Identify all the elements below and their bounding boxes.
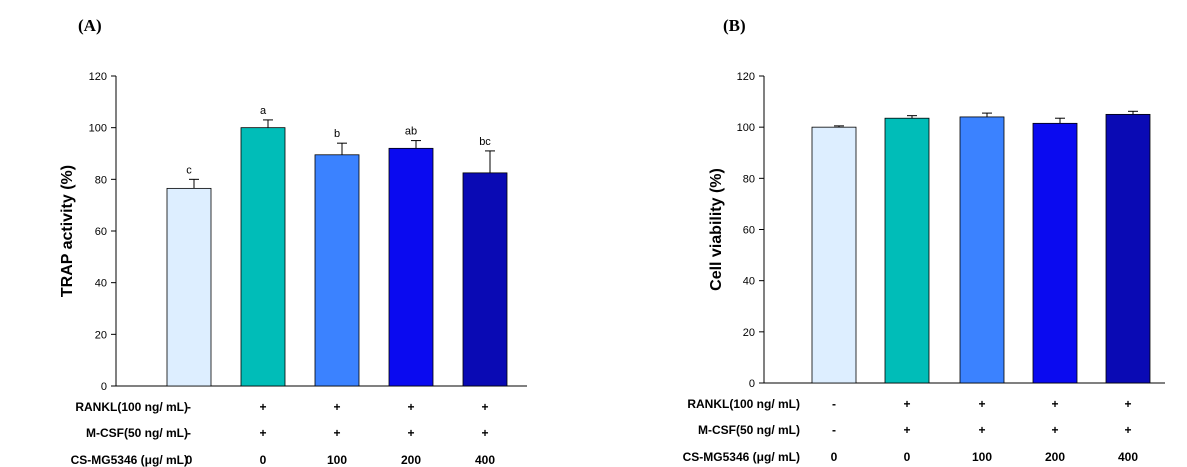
bar [166,187,212,387]
y-axis-label: Cell viability (%) [708,168,725,291]
condition-value: + [407,426,414,440]
condition-value: + [481,400,488,414]
condition-value: + [333,426,340,440]
condition-row-label: M-CSF(50 ng/ mL) [86,426,188,440]
significance-letter: a [260,105,267,117]
condition-value: + [481,426,488,440]
bar [240,127,286,387]
significance-letter: ab [405,126,417,138]
condition-value: 100 [972,450,992,464]
panel-label: (A) [78,16,102,35]
condition-value: 200 [1045,450,1065,464]
significance-letter: c [186,164,192,176]
condition-value: + [903,397,910,411]
bar [959,116,1005,384]
y-tick-label: 0 [101,381,107,393]
significance-letter: bc [479,136,491,148]
condition-value: 400 [1118,450,1138,464]
condition-value: - [187,400,191,414]
y-tick-label: 80 [743,173,755,185]
bar [388,147,434,387]
condition-value: + [259,426,266,440]
condition-value: + [333,400,340,414]
panel-label: (B) [723,16,746,35]
y-tick-label: 40 [743,276,755,288]
bar [462,172,508,387]
y-tick-label: 120 [89,71,107,83]
condition-value: + [407,400,414,414]
condition-value: 0 [904,450,911,464]
condition-value: 0 [260,453,267,467]
condition-value: - [187,426,191,440]
y-tick-label: 100 [737,122,755,134]
condition-value: + [259,400,266,414]
condition-value: 0 [831,450,838,464]
y-tick-label: 80 [95,174,107,186]
y-axis-label: TRAP activity (%) [59,165,76,297]
condition-value: 0 [186,453,193,467]
condition-row-label: M-CSF(50 ng/ mL) [698,423,800,437]
condition-value: 200 [401,453,421,467]
y-tick-label: 40 [95,278,107,290]
y-tick-label: 0 [749,378,755,390]
y-tick-label: 20 [95,329,107,341]
y-tick-label: 100 [89,123,107,135]
condition-value: + [978,423,985,437]
y-tick-label: 60 [95,226,107,238]
condition-value: 100 [327,453,347,467]
condition-value: + [903,423,910,437]
condition-value: - [832,397,836,411]
condition-row-label: CS-MG5346 (μg/ mL) [683,450,800,464]
condition-row-label: RANKL(100 ng/ mL) [687,397,800,411]
condition-value: + [978,397,985,411]
condition-value: + [1051,423,1058,437]
condition-value: 400 [475,453,495,467]
y-tick-label: 60 [743,225,755,237]
bar [884,117,930,384]
condition-value: + [1051,397,1058,411]
chart-panel-b: (B) Cell viability (%) 0 20 40 60 80 100 120 RANK… [683,16,1165,464]
bar [811,126,857,384]
bar [1032,122,1078,384]
y-tick-label: 20 [743,327,755,339]
y-tick-label: 120 [737,71,755,83]
condition-value: + [1124,423,1131,437]
condition-value: + [1124,397,1131,411]
bar [1105,113,1151,384]
bar [314,154,360,387]
condition-row-label: CS-MG5346 (μg/ mL) [71,453,188,467]
condition-row-label: RANKL(100 ng/ mL) [75,400,188,414]
condition-value: - [832,423,836,437]
significance-letter: b [334,128,340,140]
